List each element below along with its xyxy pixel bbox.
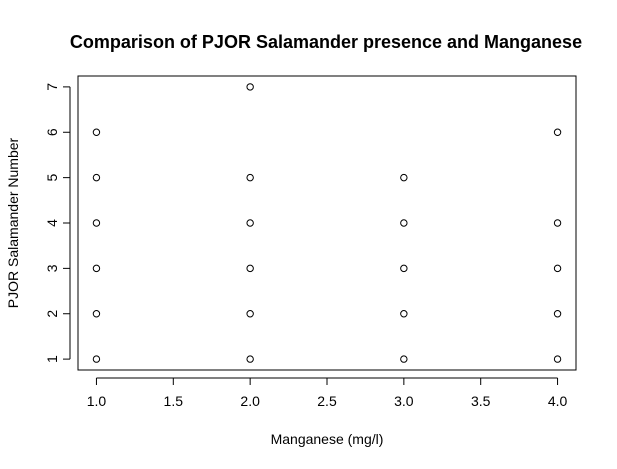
data-point xyxy=(246,264,254,273)
data-point xyxy=(553,310,562,318)
data-point xyxy=(246,310,254,318)
data-point xyxy=(400,310,408,318)
y-tick-label: 7 xyxy=(44,83,60,91)
y-tick-label: 4 xyxy=(44,219,60,227)
data-point xyxy=(92,355,101,363)
data-point xyxy=(400,264,408,273)
data-point xyxy=(553,128,562,136)
data-point xyxy=(92,264,101,273)
x-tick-label: 3.5 xyxy=(471,393,491,409)
y-axis: 1 2 3 4 5 6 7 xyxy=(44,83,71,363)
x-axis: 1.0 1.5 2.0 2.5 3.0 3.5 4.0 xyxy=(87,377,568,409)
data-point xyxy=(246,173,254,182)
x-tick-label: 2.5 xyxy=(317,393,337,409)
data-point xyxy=(92,219,101,227)
data-point xyxy=(400,355,408,363)
data-point xyxy=(92,173,101,182)
data-point xyxy=(246,83,254,91)
x-axis-label: Manganese (mg/l) xyxy=(271,431,384,447)
data-point xyxy=(246,355,254,363)
x-tick-label: 1.0 xyxy=(87,393,107,409)
data-point xyxy=(400,173,408,182)
data-point xyxy=(553,264,562,273)
x-tick-label: 4.0 xyxy=(548,393,568,409)
y-tick-label: 5 xyxy=(44,174,60,182)
y-tick-label: 6 xyxy=(44,128,60,136)
data-point xyxy=(246,219,254,227)
y-tick-label: 1 xyxy=(44,355,60,363)
x-tick-label: 2.0 xyxy=(240,393,260,409)
data-points xyxy=(92,83,562,363)
x-tick-label: 1.5 xyxy=(164,393,184,409)
data-point xyxy=(553,219,562,227)
chart-title: Comparison of PJOR Salamander presence a… xyxy=(70,32,582,52)
data-point xyxy=(92,310,101,318)
x-tick-label: 3.0 xyxy=(394,393,414,409)
plot-frame xyxy=(77,75,577,371)
data-point xyxy=(553,355,562,363)
data-point xyxy=(92,128,101,136)
y-tick-label: 2 xyxy=(44,310,60,318)
data-point xyxy=(400,219,408,227)
y-tick-label: 3 xyxy=(44,264,60,272)
y-axis-label: PJOR Salamander Number xyxy=(5,137,21,308)
